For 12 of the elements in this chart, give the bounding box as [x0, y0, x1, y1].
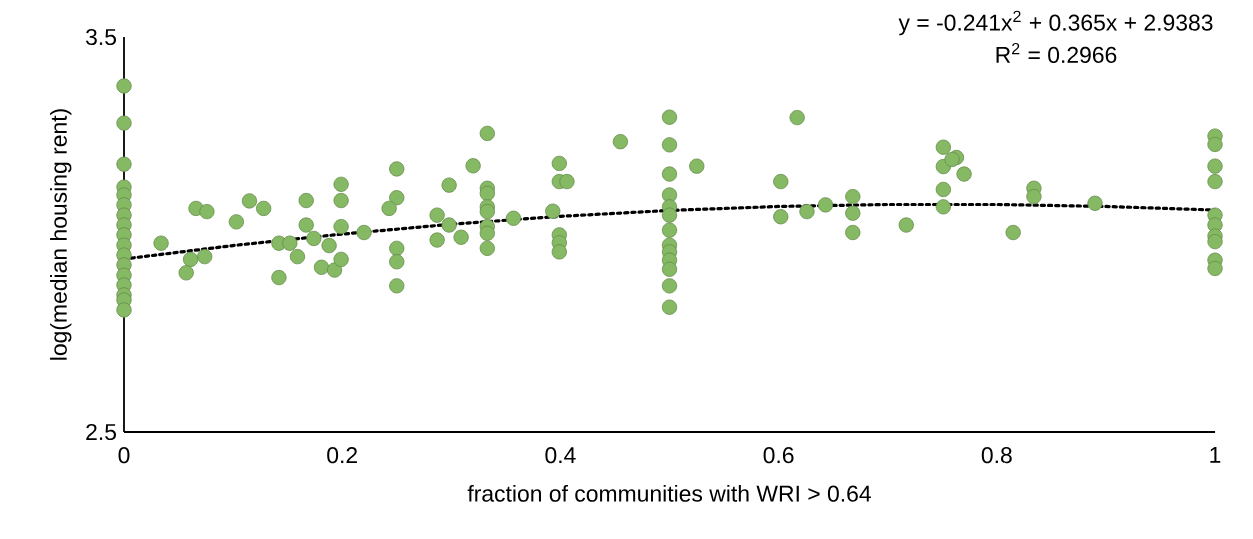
text: y = -0.241x$^{2}$ + 0.365x + 2.9383 — [898, 10, 1213, 36]
x-tick-label: 0.8 — [981, 447, 1012, 464]
x-tick-label: 1 — [1210, 447, 1221, 463]
x-tick-label: 0.4 — [545, 447, 576, 464]
x-tick-label: 0.6 — [763, 447, 794, 464]
y-tick-label: 3.5 — [85, 28, 116, 46]
x-axis-title: fraction of communities with WRI > 0.64 — [467, 484, 871, 502]
y-axis-title: log(median housing rent) — [50, 109, 72, 360]
annotation: R$^{2}$ = 0.2966 — [996, 42, 1117, 64]
x-tick-label: 0 — [118, 447, 130, 464]
y-tick-label: 2.5 — [86, 423, 116, 441]
x-tick-label: 0.2 — [327, 447, 357, 464]
